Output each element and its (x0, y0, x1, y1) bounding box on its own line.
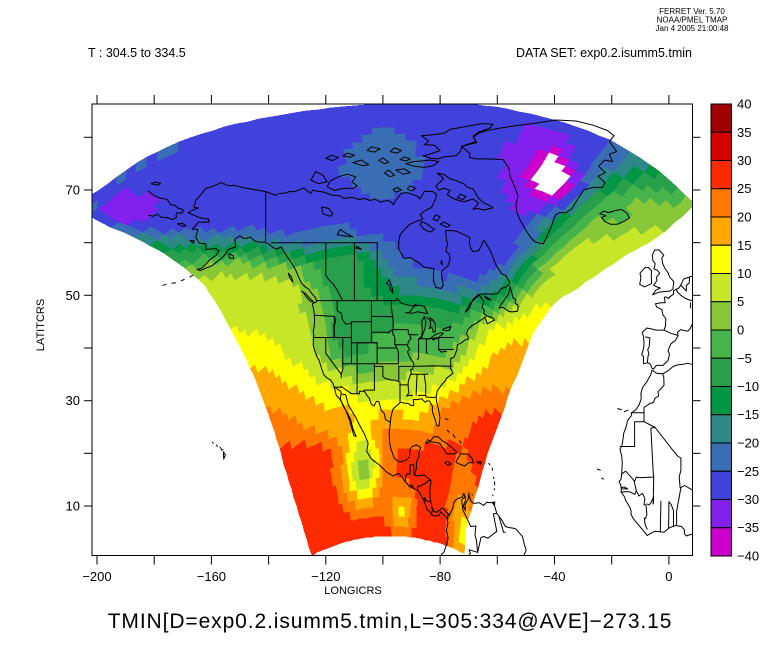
svg-text:−30: −30 (737, 492, 759, 507)
svg-text:LATITCRS: LATITCRS (35, 299, 47, 351)
svg-text:−10: −10 (737, 379, 759, 394)
svg-text:70: 70 (66, 183, 80, 198)
svg-text:10: 10 (66, 499, 80, 514)
svg-text:5: 5 (737, 294, 744, 309)
svg-text:−160: −160 (197, 569, 226, 584)
svg-text:T : 304.5 to 334.5: T : 304.5 to 334.5 (88, 46, 186, 60)
svg-text:DATA SET: exp0.2.isumm5.tmin: DATA SET: exp0.2.isumm5.tmin (516, 46, 692, 60)
svg-text:NOAA/PMEL TMAP: NOAA/PMEL TMAP (657, 16, 728, 25)
svg-text:LONGICRS: LONGICRS (324, 585, 381, 597)
svg-text:−40: −40 (543, 569, 565, 584)
svg-text:FERRET Ver. 5.70: FERRET Ver. 5.70 (659, 7, 725, 16)
svg-text:−40: −40 (737, 549, 759, 564)
svg-text:35: 35 (737, 125, 751, 140)
svg-text:Jan 4 2005 21:00:48: Jan 4 2005 21:00:48 (656, 24, 730, 33)
svg-text:−35: −35 (737, 520, 759, 535)
svg-text:10: 10 (737, 266, 751, 281)
svg-text:−200: −200 (82, 569, 111, 584)
svg-text:50: 50 (66, 288, 80, 303)
svg-text:−5: −5 (737, 351, 752, 366)
svg-text:0: 0 (665, 569, 672, 584)
svg-text:−20: −20 (737, 436, 759, 451)
svg-text:25: 25 (737, 181, 751, 196)
svg-text:15: 15 (737, 238, 751, 253)
svg-text:20: 20 (737, 210, 751, 225)
svg-text:−25: −25 (737, 464, 759, 479)
svg-text:−80: −80 (429, 569, 451, 584)
svg-text:TMIN[D=exp0.2.isumm5.tmin,L=30: TMIN[D=exp0.2.isumm5.tmin,L=305:334@AVE]… (108, 610, 673, 633)
svg-text:30: 30 (66, 393, 80, 408)
svg-text:−120: −120 (311, 569, 340, 584)
svg-text:40: 40 (737, 97, 751, 112)
svg-text:0: 0 (737, 323, 744, 338)
svg-text:−15: −15 (737, 407, 759, 422)
svg-text:30: 30 (737, 153, 751, 168)
